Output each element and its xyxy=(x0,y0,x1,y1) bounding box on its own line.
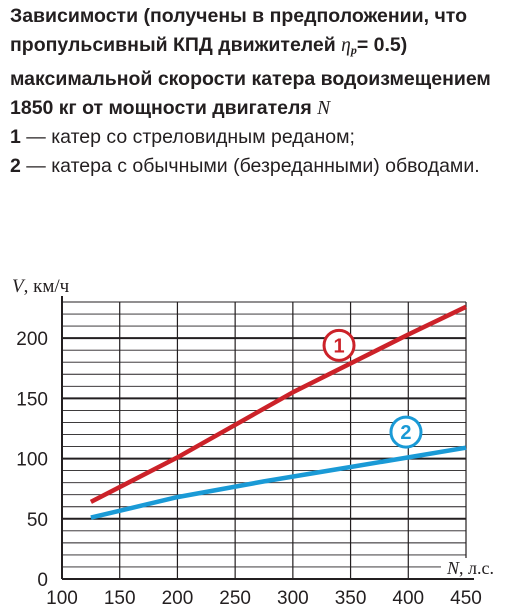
figure-caption: Зависимости (получены в предположении, ч… xyxy=(10,2,510,181)
x-tick-label: 450 xyxy=(450,588,482,609)
caption-title-part2: = 0.5) максимальной скорости катера водо… xyxy=(10,34,491,119)
y-axis-label-bg xyxy=(8,272,86,296)
y-tick-label: 0 xyxy=(37,570,48,591)
legend-item-1-text: — катер со стреловидным реданом; xyxy=(20,126,355,148)
legend-item-1-number: 1 xyxy=(10,126,21,148)
series-label-1: 1 xyxy=(333,335,344,357)
eta-subscript: p xyxy=(350,43,357,57)
x-tick-label: 350 xyxy=(335,588,367,609)
y-axis-label: V, км/ч xyxy=(12,276,70,297)
series-line-2 xyxy=(90,445,467,520)
y-tick-label: 150 xyxy=(16,389,48,410)
series-marker-2 xyxy=(389,415,423,449)
x-tick-label: 200 xyxy=(162,588,194,609)
caption-title: Зависимости (получены в предположении, ч… xyxy=(10,2,510,123)
x-tick-label: 150 xyxy=(104,588,136,609)
legend-item-1: 1 — катер со стреловидным реданом; xyxy=(10,123,510,152)
legend-item-2-text: — катера с обычными (безреданными) обвод… xyxy=(20,155,480,177)
y-tick-label: 50 xyxy=(27,510,48,531)
caption-title-part1: Зависимости (получены в предположении, ч… xyxy=(10,5,468,56)
legend-item-2: 2 — катера с обычными (безреданными) обв… xyxy=(10,152,510,181)
chart-axes xyxy=(61,294,474,580)
x-tick-label: 250 xyxy=(219,588,251,609)
x-tick-label: 100 xyxy=(46,588,78,609)
legend-item-2-number: 2 xyxy=(10,155,21,177)
x-tick-label: 400 xyxy=(392,588,424,609)
x-tick-label: 300 xyxy=(277,588,309,609)
chart-series xyxy=(89,304,467,520)
x-axis-label-bg xyxy=(441,558,513,578)
series-line-1 xyxy=(89,304,467,504)
x-axis-label: N, л.с. xyxy=(446,558,494,578)
chart-labels: 0 50 100 150 200 100 150 200 250 300 350 400 450 V, к… xyxy=(8,272,513,609)
series-marker-1 xyxy=(322,328,356,362)
series-label-2: 2 xyxy=(400,422,411,444)
eta-symbol: η xyxy=(341,35,351,56)
caption-title-variable: N xyxy=(317,98,331,119)
y-tick-label: 100 xyxy=(16,450,48,471)
y-tick-label: 200 xyxy=(16,329,48,350)
